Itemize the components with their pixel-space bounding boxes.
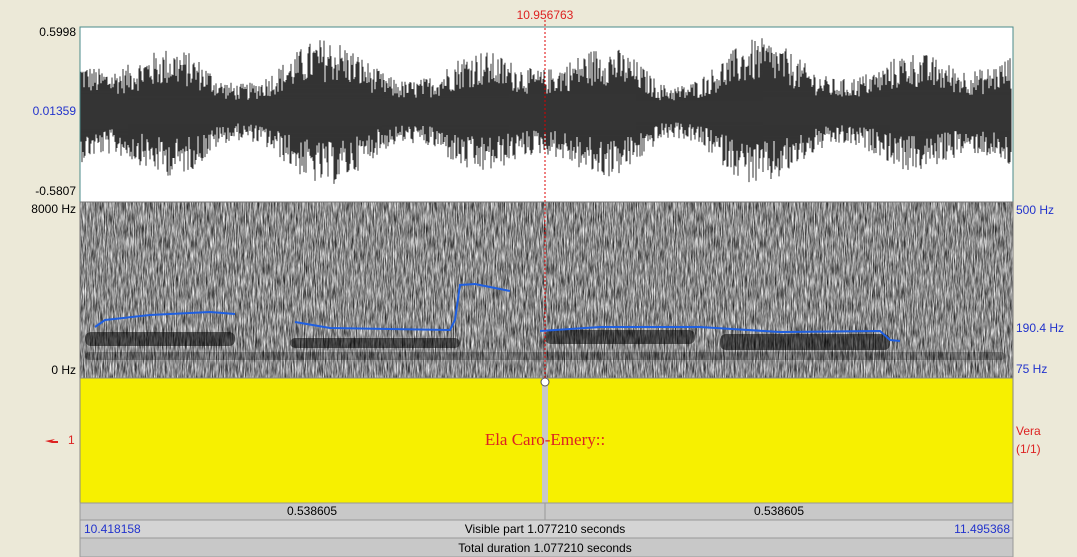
boundary-handle[interactable] <box>541 378 549 386</box>
spectrogram-top: 8000 Hz <box>31 202 76 216</box>
tier-count: (1/1) <box>1016 442 1041 456</box>
spectrogram-bottom: 0 Hz <box>51 363 76 377</box>
left-duration[interactable]: 0.538605 <box>287 504 337 518</box>
pitch-mid: 190.4 Hz <box>1016 321 1064 335</box>
spectrogram-texture <box>80 202 1013 378</box>
visible-part[interactable]: Visible part 1.077210 seconds <box>465 522 626 536</box>
pitch-bottom: 75 Hz <box>1016 362 1047 376</box>
tier-name: Vera <box>1016 424 1041 438</box>
cursor-time: 10.956763 <box>517 8 574 22</box>
total-duration[interactable]: Total duration 1.077210 seconds <box>458 541 631 555</box>
waveform-mid: 0.01359 <box>33 104 77 118</box>
pitch-top: 500 Hz <box>1016 203 1054 217</box>
right-duration[interactable]: 0.538605 <box>754 504 804 518</box>
end-time: 11.495368 <box>954 522 1010 536</box>
waveform-min: -0.5807 <box>35 184 76 198</box>
selection-bar[interactable] <box>80 503 1013 520</box>
waveform-max: 0.5998 <box>39 25 76 39</box>
interval-text[interactable]: Ela Caro-Emery:: <box>485 430 605 449</box>
start-time: 10.418158 <box>84 522 141 536</box>
praat-editor: 10.956763 0.5998 0.01359 -0.5807 8000 Hz… <box>0 0 1077 557</box>
tier-number: 1 <box>68 433 75 447</box>
